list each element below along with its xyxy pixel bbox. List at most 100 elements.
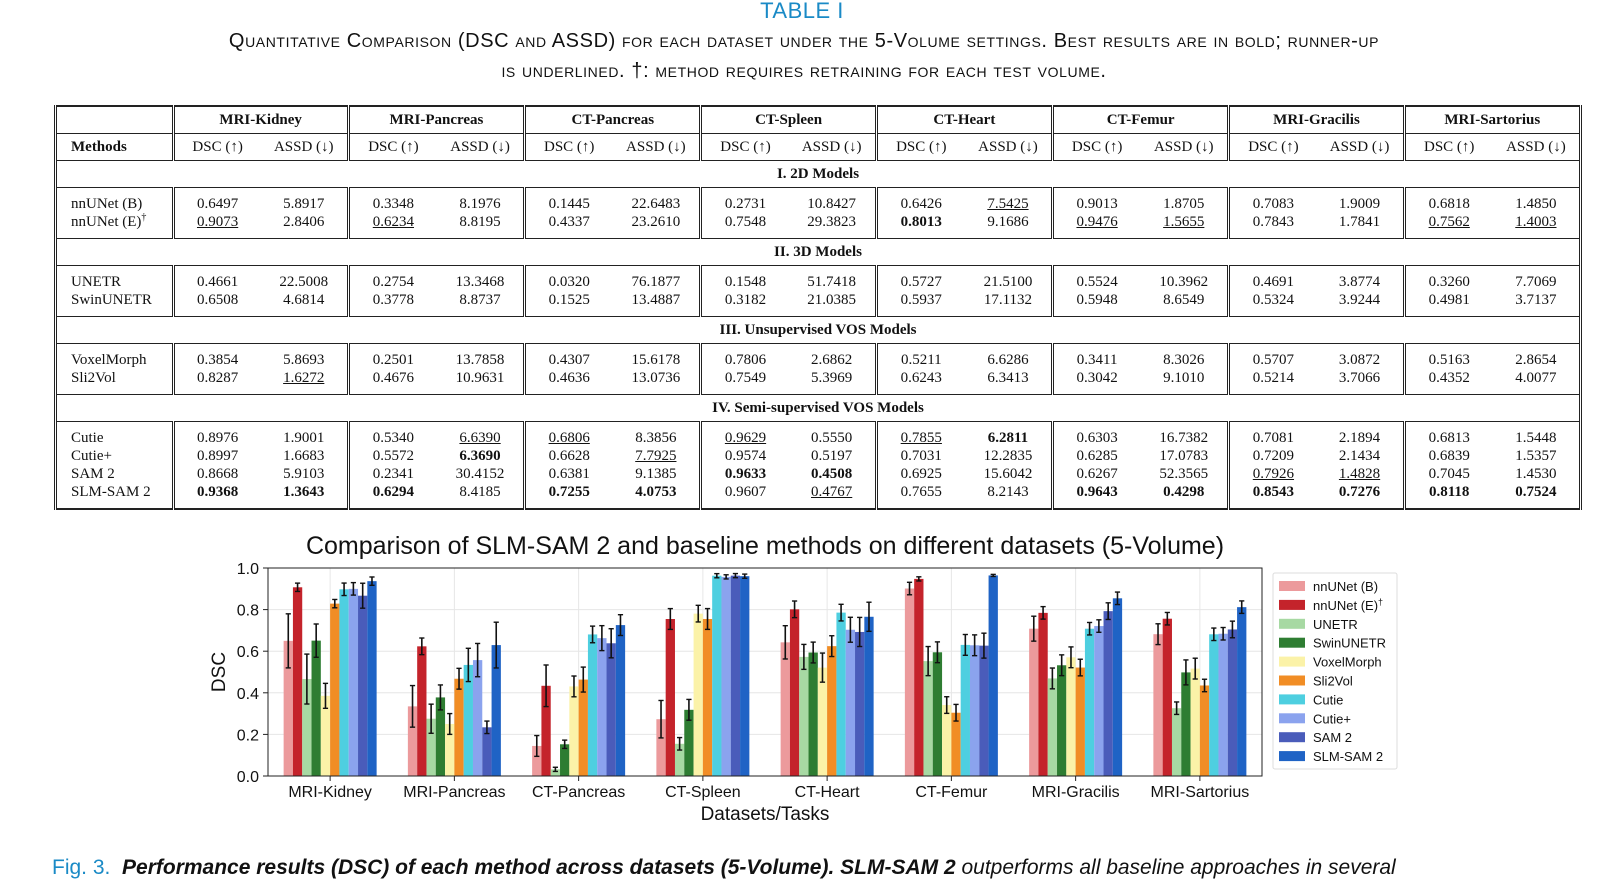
spacer-cell [699, 343, 789, 351]
assd-value: 3.0872 [1316, 351, 1404, 369]
section-title: IV. Semi-supervised VOS Models [54, 394, 1582, 422]
table-spacer [54, 187, 1582, 195]
method-name: UNETR [54, 273, 174, 291]
cell-value: 0.7843 [1252, 214, 1295, 230]
cell-value: 0.7209 [1252, 448, 1295, 464]
assd-value: 13.4887 [612, 291, 701, 309]
dsc-value: 0.7548 [699, 213, 789, 231]
dsc-value: 0.9607 [699, 483, 789, 501]
cell-value: 0.4352 [1428, 370, 1470, 386]
assd-value: 1.9001 [261, 429, 349, 447]
bar [417, 646, 427, 776]
bar [684, 709, 694, 776]
cell-value: 8.3856 [635, 430, 677, 446]
y-tick-label: 0.6 [237, 644, 259, 661]
bar [1153, 634, 1163, 776]
bar [311, 640, 321, 776]
legend-series-name: nnUNet (B) [1313, 579, 1378, 594]
spacer-cell [964, 231, 1053, 239]
bar [808, 652, 818, 776]
cell-value: 0.8976 [196, 430, 239, 446]
assd-value: 2.1434 [1316, 447, 1404, 465]
cell-value: 0.9013 [1076, 196, 1118, 212]
dsc-value: 0.9629 [699, 429, 789, 447]
assd-value: 3.7137 [1492, 291, 1582, 309]
table-section-row: II. 3D Models [54, 238, 1582, 266]
dsc-value: 0.7083 [1227, 195, 1317, 213]
bar [1103, 611, 1113, 776]
bar [1075, 667, 1085, 776]
method-name: Cutie+ [54, 447, 174, 465]
metric-header-assd: ASSD (↓) [788, 133, 877, 161]
cell-value: 1.9001 [283, 430, 325, 446]
bar [721, 576, 731, 776]
cell-value: 0.1525 [548, 292, 590, 308]
dsc-value: 0.8013 [874, 213, 965, 231]
cell-value: 0.7548 [724, 214, 767, 230]
spacer-cell [1051, 343, 1141, 351]
dsc-value: 0.4691 [1227, 273, 1317, 291]
spacer-cell [1140, 231, 1229, 239]
cell-value: 7.7069 [1515, 274, 1557, 290]
dsc-value: 0.8118 [1402, 483, 1493, 501]
spacer-cell [612, 387, 701, 395]
spacer-cell [1140, 501, 1229, 510]
table-spacer [54, 387, 1582, 395]
bar [482, 727, 492, 776]
spacer-cell [874, 231, 965, 239]
legend-series-name: VoxelMorph [1313, 655, 1382, 670]
table-section-row: I. 2D Models [54, 160, 1582, 188]
spacer-cell [1051, 309, 1141, 317]
assd-value: 7.7069 [1492, 273, 1582, 291]
cell-value: 21.0385 [807, 292, 857, 308]
bar [932, 652, 943, 776]
cell-value: 0.8118 [1428, 484, 1470, 500]
spacer-cell [788, 309, 877, 317]
cell-value: 17.0783 [1159, 448, 1209, 464]
cell-value: 0.6925 [900, 466, 942, 482]
header-blank [54, 105, 174, 134]
cell-value: 1.5448 [1515, 430, 1557, 446]
bar [320, 695, 331, 776]
assd-value: 0.7524 [1492, 483, 1582, 501]
assd-value: 6.2811 [965, 429, 1053, 447]
cell-value: 0.5707 [1252, 352, 1295, 368]
legend-label: SwinUNETR [1313, 636, 1386, 651]
assd-value: 10.3962 [1140, 273, 1229, 291]
spacer-cell [1051, 387, 1141, 395]
cell-value: 76.1877 [631, 274, 681, 290]
spacer-cell [523, 187, 613, 195]
cell-value: 0.5550 [811, 430, 853, 446]
cell-value: 0.9574 [724, 448, 767, 464]
spacer-cell [612, 309, 701, 317]
spacer-cell [171, 231, 261, 239]
spacer-cell [1051, 421, 1141, 429]
legend-label: nnUNet (B) [1313, 579, 1378, 594]
bar [463, 664, 473, 776]
legend-series-name: SAM 2 [1313, 730, 1352, 745]
bar [1227, 629, 1238, 776]
spacer-cell [523, 231, 613, 239]
bar [491, 645, 501, 776]
cell-value: 8.4185 [459, 484, 501, 500]
spacer-cell [436, 501, 525, 510]
spacer-cell [1492, 387, 1582, 395]
figure-caption: Fig. 3. Performance results (DSC) of eac… [52, 856, 1592, 880]
assd-value: 5.3969 [789, 369, 877, 387]
table-spacer [54, 231, 1582, 239]
spacer-cell [346, 187, 437, 195]
cell-value: 0.7276 [1338, 484, 1381, 500]
legend-label: VoxelMorph [1313, 655, 1382, 670]
bar [904, 588, 915, 776]
dsc-value: 0.2731 [699, 195, 789, 213]
assd-value: 4.0753 [612, 483, 701, 501]
results-table: MRI-Kidney MRI-Pancreas CT-Pancreas CT-Sple… [54, 105, 1583, 510]
legend-swatch [1279, 732, 1305, 743]
bar [1066, 657, 1076, 776]
assd-value: 1.6272 [261, 369, 349, 387]
spacer-cell [54, 387, 174, 395]
assd-value: 22.6483 [612, 195, 701, 213]
x-tick-label: MRI-Sartorius [1151, 784, 1250, 801]
dsc-value: 0.9643 [1051, 483, 1141, 501]
dsc-value: 0.4337 [523, 213, 613, 231]
